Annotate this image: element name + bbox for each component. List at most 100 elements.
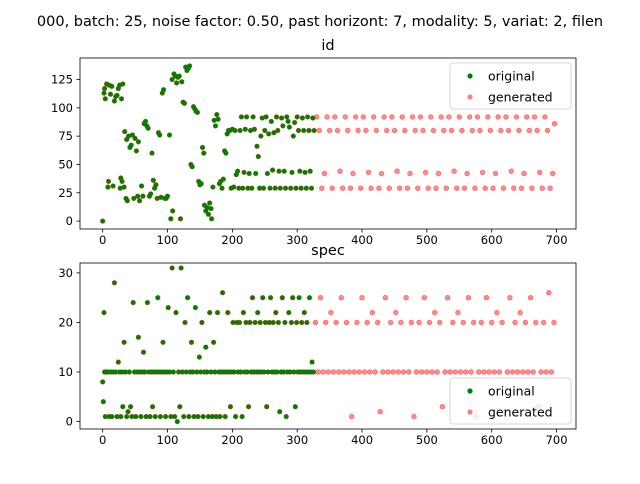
point-generated bbox=[341, 369, 347, 375]
point-generated bbox=[351, 369, 357, 375]
point-original bbox=[187, 63, 192, 69]
x-tick-label: 0 bbox=[99, 233, 106, 247]
point-original bbox=[126, 133, 131, 139]
point-original bbox=[100, 218, 105, 224]
point-original bbox=[178, 216, 183, 222]
point-original bbox=[244, 114, 249, 120]
point-generated bbox=[326, 127, 333, 134]
point-original bbox=[119, 179, 125, 184]
point-original bbox=[195, 414, 201, 419]
x-tick-label: 0 bbox=[99, 433, 106, 447]
point-original bbox=[172, 414, 177, 419]
point-generated bbox=[402, 127, 408, 134]
point-generated bbox=[399, 114, 405, 120]
point-original bbox=[113, 369, 118, 375]
chart-panel-spec: spec 0 100 200 300 400 500 600 700 0 10 20 30 origina… bbox=[58, 243, 577, 447]
point-original bbox=[289, 170, 295, 175]
point-original bbox=[137, 198, 142, 203]
point-generated bbox=[490, 185, 496, 191]
point-generated bbox=[386, 185, 392, 191]
point-original bbox=[131, 196, 137, 201]
point-generated bbox=[551, 120, 558, 127]
point-generated bbox=[404, 185, 411, 191]
point-generated bbox=[406, 369, 412, 375]
point-generated bbox=[349, 413, 355, 420]
point-generated bbox=[527, 295, 534, 301]
point-original bbox=[298, 185, 304, 191]
point-original bbox=[296, 128, 301, 133]
point-generated bbox=[360, 114, 366, 120]
point-original bbox=[169, 77, 175, 82]
point-generated bbox=[429, 369, 435, 375]
point-original bbox=[108, 91, 113, 97]
point-original bbox=[263, 320, 268, 325]
point-generated bbox=[337, 168, 343, 174]
point-original bbox=[290, 295, 296, 301]
point-original bbox=[176, 73, 182, 79]
point-generated bbox=[456, 114, 462, 120]
point-original bbox=[121, 340, 127, 345]
point-original bbox=[294, 320, 299, 325]
point-original bbox=[101, 90, 107, 96]
point-original bbox=[241, 310, 246, 315]
point-original bbox=[130, 300, 136, 305]
point-original bbox=[193, 305, 198, 310]
point-generated bbox=[522, 319, 529, 326]
point-generated bbox=[361, 369, 368, 375]
point-generated bbox=[332, 114, 338, 120]
point-original bbox=[174, 80, 179, 86]
point-original bbox=[171, 369, 176, 375]
point-original bbox=[237, 128, 243, 133]
point-original bbox=[212, 369, 218, 375]
point-generated bbox=[479, 169, 486, 176]
point-generated bbox=[343, 319, 350, 326]
x-tick-label: 700 bbox=[546, 233, 568, 247]
point-original bbox=[254, 144, 260, 149]
legend-label-original: original bbox=[488, 384, 535, 399]
point-generated bbox=[377, 409, 383, 415]
point-original bbox=[151, 178, 156, 183]
point-original bbox=[149, 150, 155, 156]
point-original bbox=[217, 414, 223, 419]
point-original bbox=[136, 139, 141, 145]
point-generated bbox=[391, 127, 398, 134]
point-generated bbox=[508, 168, 514, 174]
point-original bbox=[302, 310, 307, 315]
point-original bbox=[270, 320, 276, 325]
point-generated bbox=[451, 168, 457, 174]
point-original bbox=[158, 414, 163, 419]
point-generated bbox=[461, 185, 468, 191]
point-generated bbox=[408, 319, 414, 326]
point-generated bbox=[531, 114, 538, 120]
point-generated bbox=[354, 319, 360, 326]
point-generated bbox=[312, 319, 319, 326]
point-generated bbox=[481, 369, 487, 375]
point-original bbox=[306, 128, 312, 133]
scatter-points bbox=[99, 63, 558, 224]
point-generated bbox=[373, 127, 379, 134]
point-generated bbox=[447, 369, 453, 375]
point-original bbox=[272, 185, 278, 191]
point-original bbox=[270, 167, 275, 173]
point-generated bbox=[441, 127, 447, 134]
point-generated bbox=[416, 319, 422, 326]
point-generated bbox=[387, 319, 394, 326]
point-original bbox=[141, 349, 146, 355]
point-original bbox=[271, 130, 277, 135]
point-original bbox=[277, 409, 283, 415]
point-original bbox=[121, 184, 127, 190]
point-original bbox=[304, 320, 310, 325]
point-generated bbox=[538, 369, 544, 375]
point-original bbox=[214, 112, 220, 117]
point-generated bbox=[492, 170, 499, 177]
point-original bbox=[252, 320, 258, 325]
point-original bbox=[231, 184, 236, 190]
point-original bbox=[154, 196, 160, 201]
point-original bbox=[274, 114, 279, 120]
point-original bbox=[269, 119, 274, 124]
point-generated bbox=[381, 114, 387, 120]
point-generated bbox=[365, 169, 372, 176]
point-original bbox=[147, 414, 153, 419]
point-generated bbox=[384, 127, 390, 134]
point-original bbox=[273, 310, 279, 315]
